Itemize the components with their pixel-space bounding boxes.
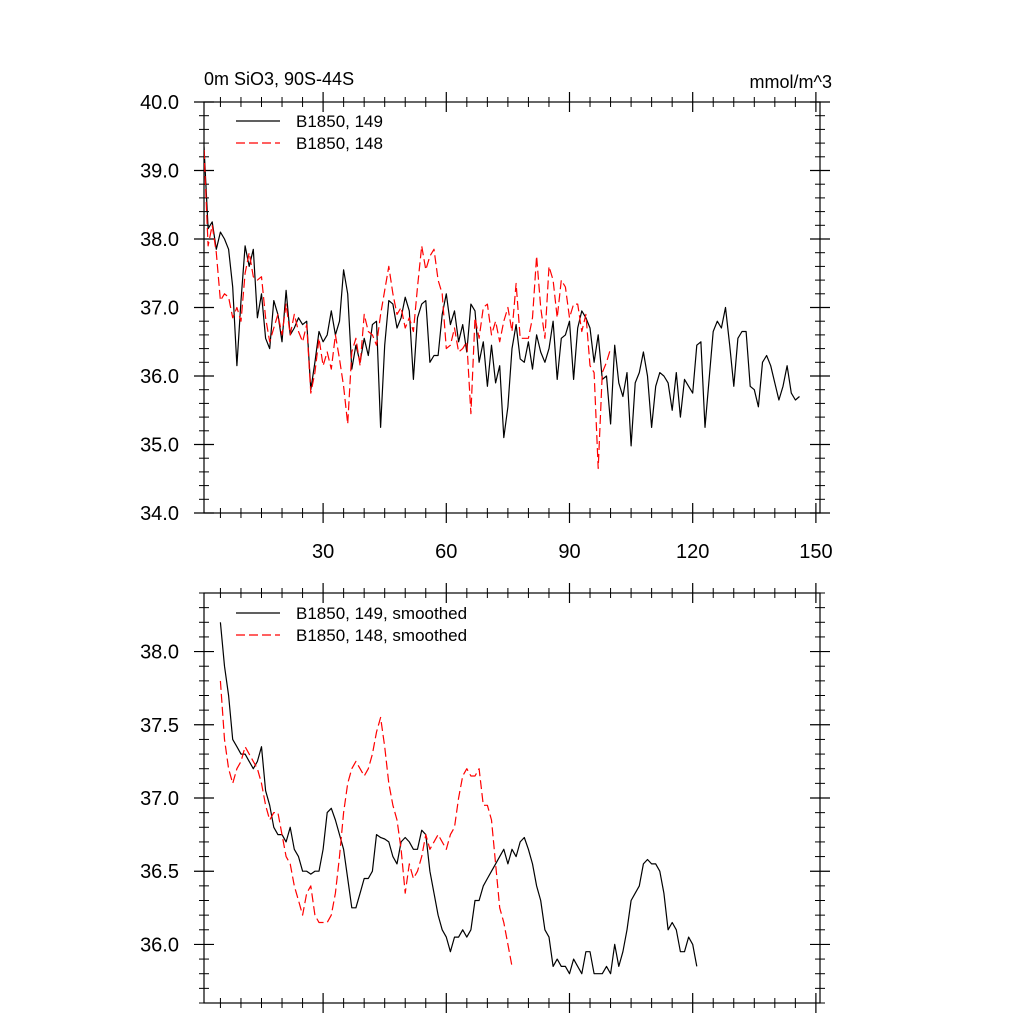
plot-frame: [203, 101, 821, 514]
chart-title: 0m SiO3, 90S-44S: [204, 69, 354, 89]
y-tick-label: 40.0: [140, 92, 179, 114]
series-line: [204, 146, 800, 447]
legend-label: B1850, 148: [296, 134, 383, 153]
legend-label: B1850, 149, smoothed: [296, 604, 467, 623]
series-line: [219, 680, 513, 967]
y-tick-label: 39.0: [140, 161, 179, 183]
bottom-panel: 36.0 36.5 37.0 37.5 38.0 B1850, 149, smoothed…: [140, 583, 830, 1013]
top-panel: 30 60 90 120 150 34.0 35.0 36.0 37.0 38.0 39.0 40.0…: [140, 92, 833, 563]
x-tick-label: 90: [558, 541, 580, 563]
y-tick-label: 38.0: [140, 642, 179, 664]
y-tick-label: 37.0: [140, 298, 179, 320]
legend-label: B1850, 148, smoothed: [296, 626, 467, 645]
plot-frame: [203, 592, 821, 1004]
y-tick-label: 37.5: [140, 715, 179, 737]
x-tick-label: 60: [435, 541, 457, 563]
y-tick-label: 36.0: [140, 934, 179, 956]
x-tick-label: 150: [799, 541, 832, 563]
series-line: [204, 149, 612, 470]
chart-units: mmol/m^3: [750, 72, 832, 92]
x-tick-label: 120: [676, 541, 709, 563]
x-tick-label: 30: [312, 541, 334, 563]
legend-label: B1850, 149: [296, 112, 383, 131]
y-tick-label: 38.0: [140, 229, 179, 251]
y-tick-label: 37.0: [140, 788, 179, 810]
y-tick-label: 35.0: [140, 435, 179, 457]
y-tick-label: 36.5: [140, 861, 179, 883]
y-tick-label: 34.0: [140, 503, 179, 525]
y-tick-label: 36.0: [140, 366, 179, 388]
series-line: [219, 622, 698, 975]
